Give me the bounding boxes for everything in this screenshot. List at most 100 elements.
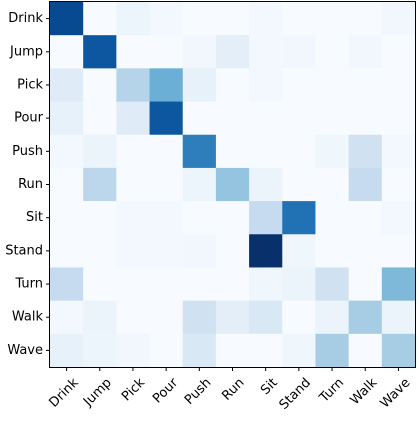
- y-tick-label: Push: [12, 144, 43, 159]
- heatmap-cell-stand-walk: [348, 234, 383, 269]
- heatmap-cell-push-pour: [149, 134, 184, 169]
- heatmap-cell-push-drink: [50, 134, 84, 169]
- heatmap-cell-sit-stand: [282, 201, 317, 235]
- y-tick-label: Pick: [17, 77, 43, 92]
- heatmap-cell-drink-run: [215, 2, 250, 36]
- x-tick-label: Turn: [316, 375, 347, 406]
- heatmap-cell-pick-push: [182, 68, 217, 103]
- heatmap-cell-push-turn: [315, 134, 350, 169]
- heatmap-cell-run-stand: [282, 167, 317, 202]
- x-tick-label: Stand: [277, 375, 314, 412]
- heatmap-cell-turn-sit: [249, 267, 283, 302]
- y-tick-label: Turn: [14, 277, 43, 292]
- heatmap-cell-drink-sit: [249, 2, 283, 36]
- heatmap-cell-turn-pour: [149, 267, 184, 302]
- heatmap-cell-pick-pour: [149, 68, 184, 103]
- heatmap-cell-pour-run: [215, 101, 250, 136]
- heatmap-cell-wave-sit: [249, 333, 283, 368]
- heatmap-cell-run-push: [182, 167, 217, 202]
- y-axis-ticks: Drink Jump Pick Pour Push Run Sit Stand Turn Walk…: [5, 11, 50, 358]
- heatmap-cell-pick-stand: [282, 68, 317, 103]
- heatmap-cell-push-pick: [116, 134, 151, 169]
- heatmap-cell-jump-run: [215, 35, 250, 69]
- heatmap-cell-walk-sit: [249, 300, 283, 335]
- heatmap-cell-sit-pour: [149, 201, 184, 235]
- heatmap-cell-jump-push: [182, 35, 217, 69]
- y-tick-label: Sit: [26, 210, 43, 225]
- heatmap-cell-drink-pour: [149, 2, 184, 36]
- heatmap-cell-sit-pick: [116, 201, 151, 235]
- heatmap-cell-pour-turn: [315, 101, 350, 136]
- heatmap-cell-drink-stand: [282, 2, 317, 36]
- heatmap-cell-drink-wave: [381, 2, 416, 36]
- heatmap-cell-stand-pick: [116, 234, 151, 269]
- heatmap-cell-push-stand: [282, 134, 317, 169]
- heatmap-cell-sit-sit: [249, 201, 283, 235]
- heatmap-cell-pick-pick: [116, 68, 151, 103]
- heatmap-cell-pick-run: [215, 68, 250, 103]
- heatmap-cell-pour-stand: [282, 101, 317, 136]
- heatmap-cell-push-walk: [348, 134, 383, 169]
- heatmap-cell-wave-pick: [116, 333, 151, 368]
- heatmap-cell-pick-turn: [315, 68, 350, 103]
- heatmap-cell-sit-turn: [315, 201, 350, 235]
- heatmap-cell-pick-walk: [348, 68, 383, 103]
- heatmap-cell-turn-wave: [381, 267, 416, 302]
- heatmap-cell-run-pour: [149, 167, 184, 202]
- heatmap-cell-jump-drink: [50, 35, 84, 69]
- heatmap-cell-jump-wave: [381, 35, 416, 69]
- heatmap-cell-sit-push: [182, 201, 217, 235]
- heatmap-cell-jump-sit: [249, 35, 283, 69]
- heatmap-cell-walk-stand: [282, 300, 317, 335]
- heatmap-cell-walk-turn: [315, 300, 350, 335]
- heatmap-cell-drink-jump: [83, 2, 117, 36]
- heatmap-cell-run-jump: [83, 167, 117, 202]
- x-tick-label: Pour: [150, 375, 182, 407]
- x-tick-label: Run: [219, 375, 247, 403]
- heatmap-cell-wave-pour: [149, 333, 184, 368]
- heatmap-cell-push-wave: [381, 134, 416, 169]
- heatmap-cell-pour-push: [182, 101, 217, 136]
- heatmap-cell-walk-jump: [83, 300, 117, 335]
- heatmap-cell-push-jump: [83, 134, 117, 169]
- heatmap-cell-wave-jump: [83, 333, 117, 368]
- heatmap-cell-drink-push: [182, 2, 217, 36]
- x-tick-label: Sit: [258, 375, 281, 398]
- heatmap-cell-walk-run: [215, 300, 250, 335]
- heatmap-cell-run-turn: [315, 167, 350, 202]
- heatmap-cell-pour-sit: [249, 101, 283, 136]
- heatmap-cell-wave-turn: [315, 333, 350, 368]
- heatmap-cell-jump-pick: [116, 35, 151, 69]
- heatmap-cell-wave-push: [182, 333, 217, 368]
- heatmap-cell-walk-walk: [348, 300, 383, 335]
- heatmap-cell-stand-drink: [50, 234, 84, 269]
- heatmap-cell-turn-stand: [282, 267, 317, 302]
- x-tick-label: Push: [182, 375, 214, 407]
- x-tick-label: Drink: [46, 375, 82, 411]
- heatmap-cell-pick-wave: [381, 68, 416, 103]
- heatmap-cell-stand-jump: [83, 234, 117, 269]
- heatmap-cell-jump-turn: [315, 35, 350, 69]
- y-tick-label: Wave: [7, 343, 43, 358]
- heatmap-cell-stand-turn: [315, 234, 350, 269]
- heatmap-cell-turn-walk: [348, 267, 383, 302]
- heatmap-cell-wave-wave: [381, 333, 416, 368]
- y-tick-label: Pour: [14, 111, 44, 126]
- heatmap-cell-turn-jump: [83, 267, 117, 302]
- x-tick-label: Walk: [348, 375, 381, 408]
- heatmap-cell-push-sit: [249, 134, 283, 169]
- heatmap-cell-wave-walk: [348, 333, 383, 368]
- heatmap-cell-stand-push: [182, 234, 217, 269]
- heatmap-cell-pick-drink: [50, 68, 84, 103]
- heatmap-cell-run-pick: [116, 167, 151, 202]
- heatmap-cell-walk-drink: [50, 300, 84, 335]
- x-tick-label: Wave: [378, 375, 414, 411]
- heatmap-cell-stand-pour: [149, 234, 184, 269]
- heatmap-cell-push-run: [215, 134, 250, 169]
- heatmap-cell-walk-wave: [381, 300, 416, 335]
- heatmap-cell-pour-walk: [348, 101, 383, 136]
- heatmap-cell-drink-pick: [116, 2, 151, 36]
- heatmap-cell-pick-sit: [249, 68, 283, 103]
